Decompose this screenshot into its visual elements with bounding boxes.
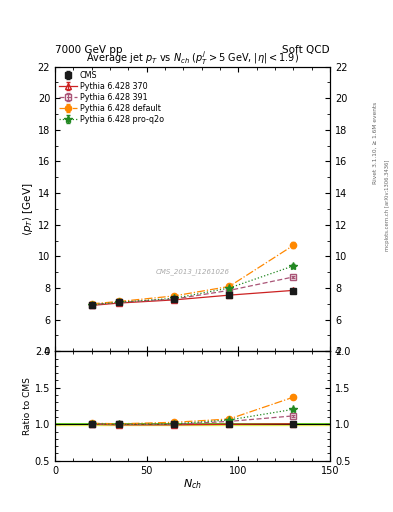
Text: CMS_2013_I1261026: CMS_2013_I1261026 [156,268,230,275]
Bar [55,423,330,425]
Y-axis label: Ratio to CMS: Ratio to CMS [23,377,32,435]
Title: Average jet $p_T$ vs $N_{ch}$ ($p_T^j$$>$5 GeV, $|\eta|$$<$1.9): Average jet $p_T$ vs $N_{ch}$ ($p_T^j$$>… [86,49,299,67]
Text: 7000 GeV pp: 7000 GeV pp [55,45,123,55]
Text: Rivet 3.1.10, ≥ 1.6M events: Rivet 3.1.10, ≥ 1.6M events [373,102,378,184]
Legend: CMS, Pythia 6.428 370, Pythia 6.428 391, Pythia 6.428 default, Pythia 6.428 pro-: CMS, Pythia 6.428 370, Pythia 6.428 391,… [57,68,167,126]
Y-axis label: $\langle p_T\rangle$ [GeV]: $\langle p_T\rangle$ [GeV] [21,182,35,236]
X-axis label: $N_{ch}$: $N_{ch}$ [183,477,202,491]
Text: mcplots.cern.ch [arXiv:1306.3436]: mcplots.cern.ch [arXiv:1306.3436] [385,159,389,250]
Text: Soft QCD: Soft QCD [283,45,330,55]
